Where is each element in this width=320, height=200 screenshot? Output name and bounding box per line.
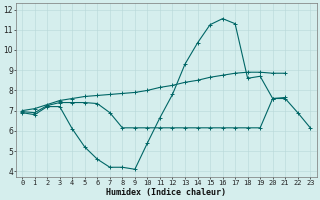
X-axis label: Humidex (Indice chaleur): Humidex (Indice chaleur) [106,188,226,197]
